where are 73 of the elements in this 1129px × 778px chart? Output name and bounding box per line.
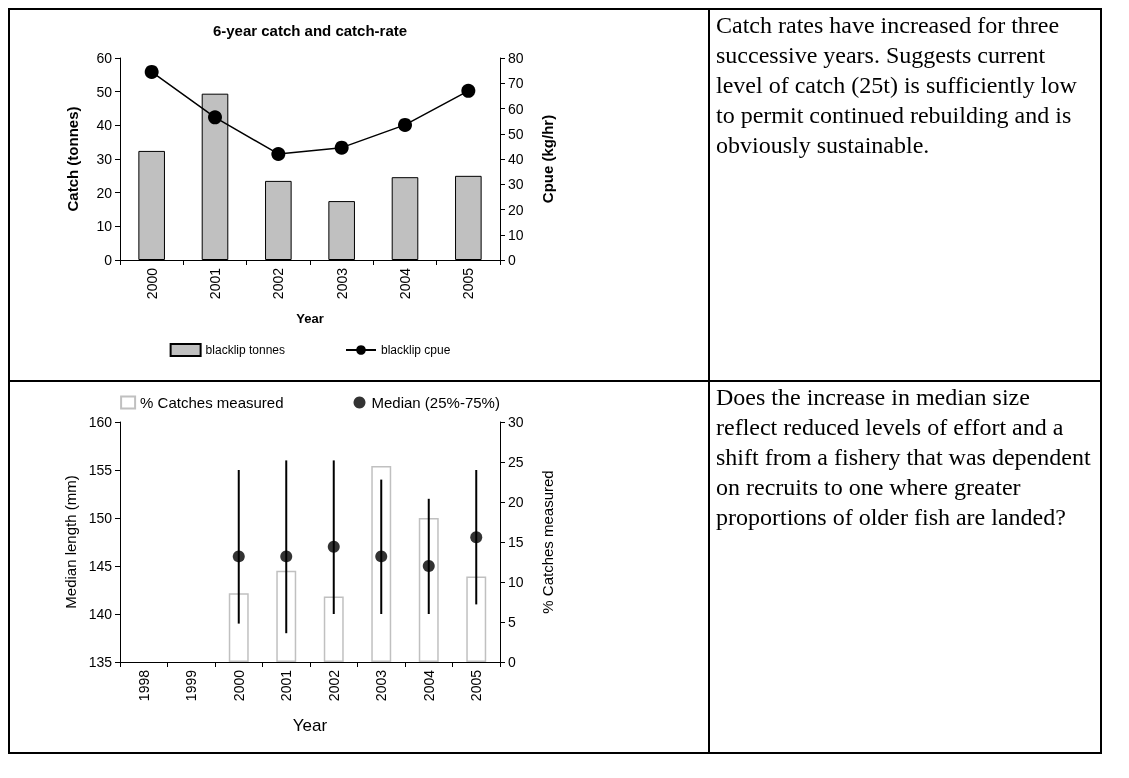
x-tick-label: 2001	[278, 669, 295, 702]
y2-tick-label: 20	[508, 201, 524, 218]
y2-tick-label: 0	[508, 654, 516, 670]
y-tick-label: 60	[96, 50, 113, 66]
x-axis-title: Year	[292, 716, 328, 735]
bar	[371, 466, 392, 662]
x-axis-title: Year	[296, 311, 324, 326]
point	[334, 140, 349, 155]
text: Catch rates have increased for three successive years. Suggests current level of catch (25t) is sufficiently low to permit continued rebuilding and is obviously sustainable.	[716, 11, 1078, 160]
x-tick-label: 2000	[230, 669, 247, 702]
chart-title: 6-year catch and catch-rate	[212, 22, 408, 39]
y-tick-label: 150	[88, 510, 113, 526]
y2-tick-label: 0	[508, 252, 516, 268]
y-tick-label: 0	[104, 252, 113, 268]
y2-axis-title: Cpue (kg/hr)	[539, 114, 556, 204]
x-tick-label: 2001	[207, 267, 223, 300]
x-tick-label: 2002	[270, 267, 287, 300]
bar	[228, 593, 249, 662]
y2-axis-title: % Catches measured	[539, 470, 556, 614]
y2-tick-label: 20	[508, 494, 524, 510]
x-tick-label: 1998	[135, 669, 152, 702]
point	[208, 110, 222, 125]
y2-tick-label: 60	[508, 100, 524, 117]
y2-tick-label: 30	[508, 414, 524, 430]
point	[375, 550, 388, 563]
y-tick-label: 160	[88, 414, 113, 430]
y-tick-label: 10	[96, 218, 113, 235]
x-tick-label: 2003	[333, 267, 350, 300]
point	[232, 550, 245, 563]
x-tick-label: 2005	[468, 669, 485, 702]
y2-tick-label: 50	[508, 125, 524, 142]
point	[280, 550, 293, 563]
point	[144, 64, 159, 79]
y-axis-title: Catch (tonnes)	[64, 106, 81, 212]
x-tick-label: 2005	[460, 267, 477, 300]
x-tick-label: 2000	[143, 267, 160, 300]
y-tick-label: 40	[96, 117, 113, 134]
bar	[276, 570, 297, 662]
x-tick-label: 2004	[420, 669, 437, 702]
y2-tick-label: 80	[508, 50, 524, 66]
legend-label: blacklip cpue	[381, 343, 451, 357]
x-tick-label: 1999	[183, 669, 200, 702]
y2-tick-label: 10	[508, 226, 524, 243]
y-axis-title: Median length (mm)	[61, 475, 79, 609]
point	[398, 117, 412, 132]
bar	[466, 576, 487, 662]
y-tick-label: 155	[88, 462, 113, 478]
point	[461, 83, 476, 98]
y2-tick-label: 15	[508, 534, 524, 550]
y2-tick-label: 10	[508, 574, 524, 590]
legend-label: blacklip tonnes	[205, 343, 286, 357]
y-tick-label: 20	[96, 184, 113, 201]
y-tick-label: 30	[96, 151, 113, 167]
y2-tick-label: 5	[508, 614, 516, 630]
x-tick-label: 2002	[325, 669, 342, 702]
y2-tick-label: 40	[508, 151, 524, 167]
point	[422, 560, 435, 572]
y-tick-label: 135	[88, 654, 113, 670]
y2-tick-label: 30	[508, 176, 524, 193]
point	[271, 146, 286, 161]
x-tick-label: 2003	[373, 669, 390, 702]
text: Does the increase in median size reflect reduced levels of effort and a shift from a fishery that was dependent on recruits to one where greater proportions of older fish are landed?	[716, 383, 1092, 532]
y-tick-label: 145	[88, 558, 113, 574]
point	[470, 531, 483, 544]
point	[327, 540, 340, 553]
y2-tick-label: 25	[508, 454, 524, 470]
y2-tick-label: 70	[508, 75, 524, 92]
legend-label: % Catches measured	[140, 394, 284, 411]
legend-label: Median (25%-75%)	[371, 394, 500, 411]
y-tick-label: 50	[96, 83, 113, 100]
x-tick-label: 2004	[397, 267, 413, 300]
bar	[323, 596, 344, 662]
y-tick-label: 140	[88, 606, 113, 622]
